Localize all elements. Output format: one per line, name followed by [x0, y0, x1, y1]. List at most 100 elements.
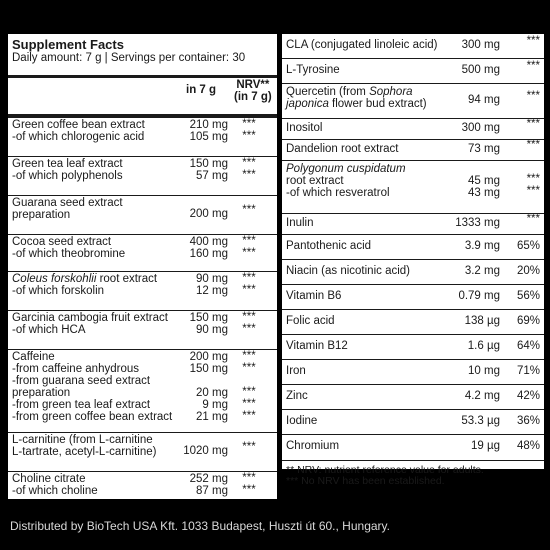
amount-value — [158, 375, 228, 387]
ingredient-name: Folic acid — [286, 315, 335, 327]
ingredient-amount: 73 mg — [468, 143, 500, 155]
ingredient-row: Dandelion root extract 73 mg *** — [282, 139, 544, 160]
ingredient-row: Inositol 300 mg *** — [282, 118, 544, 139]
columns-divider — [8, 114, 277, 117]
nrv-footnote: ** NRV: nutrient reference value for adu… — [286, 464, 484, 476]
ingredient-row: Garcinia cambogia fruit extract -of which… — [8, 310, 277, 349]
ingredient-amount: 0.79 mg — [458, 290, 500, 302]
ingredient-amount: 150 mg 57 mg — [158, 158, 228, 182]
ingredient-amount: 3.2 mg — [464, 265, 500, 277]
ingredient-row: Niacin (as nicotinic acid) 3.2 mg 20% — [282, 259, 544, 284]
ingredient-amount: 45 mg 43 mg — [432, 163, 500, 199]
ingredient-name-line: Cocoa seed extract — [12, 236, 112, 248]
nrv-value — [232, 374, 266, 386]
nrv-header-line2: (in 7 g) — [234, 91, 272, 103]
amount-value: 200 mg — [189, 208, 228, 220]
facts-title: Supplement Facts — [12, 37, 124, 52]
ingredient-name: Zinc — [286, 390, 308, 402]
ingredient-name: Polygonum cuspidatum root extract -of whic… — [286, 163, 406, 199]
amount-value: 252 mg — [189, 473, 228, 485]
ingredient-nrv: *** *** — [232, 272, 266, 296]
nrv-value: *** — [242, 472, 256, 484]
ingredient-row: Vitamin B6 0.79 mg 56% — [282, 284, 544, 309]
ingredient-nrv: *** — [526, 139, 540, 151]
amount-value: 87 mg — [196, 485, 228, 497]
ingredient-name-line: Green tea leaf extract — [12, 158, 123, 170]
ingredient-nrv: *** — [526, 60, 540, 72]
nrv-value: *** — [242, 284, 256, 296]
ingredient-name: Caffeine -from caffeine anhydrous -from gu… — [12, 351, 172, 423]
amount-column-header: in 7 g — [186, 84, 217, 96]
ingredient-row: Coleus forskohlii root extract -of which … — [8, 271, 277, 310]
ingredient-name-line: -of which polyphenols — [12, 170, 123, 182]
ingredient-amount: 1020 mg — [158, 445, 228, 457]
ingredient-name-line: Vitamin B12 — [286, 340, 348, 352]
ingredient-amount: 200 mg 150 mg 20 mg 9 mg 21 mg — [158, 351, 228, 423]
supplement-facts-left-panel: Supplement Facts Daily amount: 7 g | Ser… — [8, 34, 277, 499]
ingredient-name-line: -from guarana seed extract — [12, 375, 151, 387]
nrv-value: *** — [526, 173, 540, 185]
left-ingredient-list: Green coffee bean extract -of which chlor… — [8, 117, 277, 508]
ingredient-row: Iodine 53.3 µg 36% — [282, 409, 544, 434]
ingredient-nrv: *** *** — [504, 161, 540, 197]
ingredient-row: Quercetin (from Sophora japonica flower b… — [282, 83, 544, 118]
ingredient-amount: 138 µg — [464, 315, 500, 327]
ingredient-name-line: Quercetin (from Sophora — [286, 86, 413, 98]
ingredient-name-line: -of which choline — [12, 485, 98, 497]
ingredient-name-line: L-carnitine (from L-carnitine — [12, 434, 153, 446]
ingredient-nrv: 48% — [516, 440, 540, 452]
no-nrv-footnote: *** No NRV has been established. — [286, 475, 445, 487]
ingredient-row: Iron 10 mg 71% — [282, 359, 544, 384]
ingredient-row: L-Tyrosine 500 mg *** — [282, 58, 544, 83]
nrv-value: *** — [242, 362, 256, 374]
ingredient-nrv: *** *** *** *** *** — [232, 350, 266, 422]
column-headers: in 7 g NRV** (in 7 g) — [8, 78, 277, 114]
ingredient-amount: 300 mg — [461, 122, 500, 134]
ingredient-name: Inulin — [286, 217, 314, 229]
ingredient-nrv: *** *** — [232, 472, 266, 496]
ingredient-name: Cocoa seed extract -of which theobromine — [12, 236, 125, 260]
ingredient-name-line: CLA (conjugated linoleic acid) — [286, 39, 438, 51]
nrv-value: *** — [242, 204, 256, 216]
amount-value: 21 mg — [196, 411, 228, 423]
nrv-value: *** — [242, 484, 256, 496]
ingredient-nrv: *** — [526, 35, 540, 47]
amount-value: 1020 mg — [183, 445, 228, 457]
ingredient-name: Green coffee bean extract -of which chlor… — [12, 119, 145, 143]
ingredient-nrv: *** *** — [232, 311, 266, 335]
ingredient-nrv: 71% — [516, 365, 540, 377]
ingredient-name: Inositol — [286, 122, 322, 134]
amount-value: 200 mg — [189, 351, 228, 363]
ingredient-nrv: 65% — [516, 240, 540, 252]
ingredient-amount: 252 mg 87 mg — [158, 473, 228, 497]
ingredient-row: Polygonum cuspidatum root extract -of whic… — [282, 160, 544, 213]
nrv-column-header: NRV** (in 7 g) — [234, 79, 272, 103]
nrv-value: *** — [242, 350, 256, 362]
ingredient-row: Chromium 19 µg 48% — [282, 434, 544, 459]
amount-value: 150 mg — [189, 363, 228, 375]
nrv-value: *** — [242, 130, 256, 142]
distributor-text: Distributed by BioTech USA Kft. 1033 Bud… — [10, 519, 390, 533]
ingredient-nrv: *** — [232, 441, 266, 453]
amount-value: 9 mg — [202, 399, 228, 411]
ingredient-amount: 1.6 µg — [467, 340, 500, 352]
amount-value: 57 mg — [196, 170, 228, 182]
ingredient-row: Guarana seed extract preparation 200 mg *** — [8, 195, 277, 234]
nrv-value: *** — [242, 157, 256, 169]
ingredient-name-line: -of which chlorogenic acid — [12, 131, 145, 143]
header-divider — [8, 75, 277, 78]
nrv-value: *** — [242, 311, 256, 323]
ingredient-amount: 10 mg — [468, 365, 500, 377]
amount-value: 150 mg — [189, 312, 228, 324]
ingredient-name-line: preparation — [12, 209, 71, 221]
ingredient-amount: 53.3 µg — [461, 415, 500, 427]
amount-value: 12 mg — [196, 285, 228, 297]
ingredient-nrv: *** *** — [232, 118, 266, 142]
ingredient-amount: 210 mg 105 mg — [158, 119, 228, 143]
ingredient-row: Vitamin B12 1.6 µg 64% — [282, 334, 544, 359]
amount-value: 150 mg — [189, 158, 228, 170]
ingredient-nrv: *** *** — [232, 157, 266, 181]
ingredient-name-line: Green coffee bean extract — [12, 119, 145, 131]
ingredient-nrv: 42% — [516, 390, 540, 402]
ingredient-name-line: L-tartrate, acetyl-L-carnitine) — [12, 446, 157, 458]
